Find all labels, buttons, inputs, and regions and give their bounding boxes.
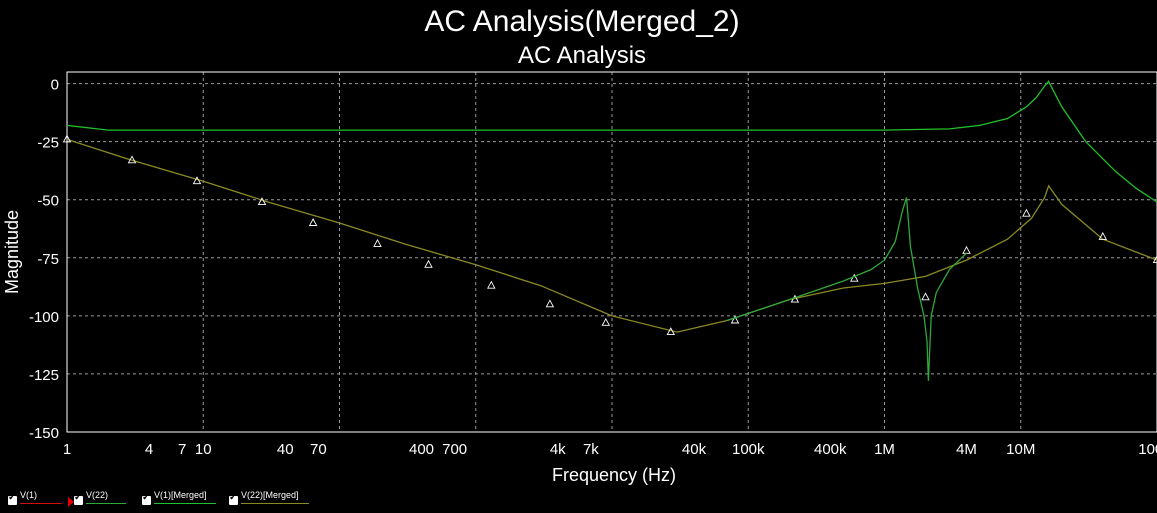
series-marker-point xyxy=(730,315,740,324)
y-tick-label: -125 xyxy=(29,367,59,384)
x-tick-label: 1M xyxy=(874,441,895,458)
x-axis-ticks: 1 4 7 10 40 70 400 700 4k 7k 40k 100k 400k 1M 4M 10M 100… xyxy=(63,441,1157,458)
legend-label-v22: V(22) xyxy=(86,490,109,500)
cursor-marker-icon xyxy=(68,497,74,507)
series-marker-point xyxy=(257,197,267,206)
x-tick-label: 4 xyxy=(145,441,153,458)
legend-swatch-v22 xyxy=(86,503,126,504)
legend-label-v1-merged: V(1)[Merged] xyxy=(154,490,207,500)
x-tick-label: 400 xyxy=(409,441,434,458)
legend-checkbox-v1[interactable] xyxy=(8,492,17,505)
series-marker-point xyxy=(962,245,971,254)
y-axis-ticks: 0 -25 -50 -75 -100 -125 -150 xyxy=(29,77,59,442)
series-marker-point xyxy=(424,259,433,268)
series-marker-point xyxy=(921,292,930,301)
legend-checkbox-v22[interactable] xyxy=(74,492,83,505)
series-line xyxy=(66,80,1157,203)
chart-title: AC Analysis(Merged_2) xyxy=(424,5,739,38)
x-tick-label: 100M xyxy=(1138,441,1157,458)
x-tick-label: 4M xyxy=(956,441,977,458)
x-tick-label: 40k xyxy=(682,441,707,458)
legend: V(1) V(22) V(1)[Merged] V(22)[Merged] xyxy=(0,487,1157,513)
x-tick-label: 10M xyxy=(1006,441,1035,458)
series-marker-point xyxy=(545,299,555,308)
y-tick-label: -75 xyxy=(37,251,59,268)
legend-swatch-v1-merged xyxy=(154,503,216,504)
series-marker-point xyxy=(127,155,137,164)
y-tick-label: -50 xyxy=(37,193,59,210)
series-marker-point xyxy=(62,134,72,143)
x-tick-label: 10 xyxy=(195,441,212,458)
series-line xyxy=(726,197,967,381)
legend-swatch-v1 xyxy=(20,503,62,504)
legend-label-v22-merged: V(22)[Merged] xyxy=(241,490,299,500)
plot-frame xyxy=(66,71,1157,433)
series-marker-point xyxy=(308,218,318,226)
chart-subtitle: AC Analysis xyxy=(518,42,646,69)
x-tick-label: 1 xyxy=(63,441,71,458)
series-marker-point xyxy=(601,317,611,326)
x-tick-label: 4k xyxy=(550,441,566,458)
y-axis-label: Magnitude xyxy=(2,210,22,294)
series-marker-point xyxy=(850,273,859,282)
legend-label-v1: V(1) xyxy=(20,490,38,500)
x-tick-label: 40 xyxy=(277,441,294,458)
series-marker-point xyxy=(1022,208,1031,217)
x-tick-label: 700 xyxy=(442,441,467,458)
series-marker-point xyxy=(192,176,202,185)
x-tick-label: 100k xyxy=(732,441,765,458)
series-marker-point xyxy=(1098,231,1108,240)
series-marker-point xyxy=(666,327,676,336)
legend-checkbox-v22-merged[interactable] xyxy=(229,492,238,505)
series-marker-point xyxy=(1152,255,1157,264)
series-marker-point xyxy=(487,280,496,289)
x-tick-label: 70 xyxy=(310,441,327,458)
x-axis-label: Frequency (Hz) xyxy=(552,465,676,485)
series-marker-point xyxy=(373,238,382,247)
x-tick-label: 400k xyxy=(814,441,847,458)
grid-lines xyxy=(66,72,1157,433)
y-tick-label: -150 xyxy=(29,425,59,442)
x-tick-label: 7 xyxy=(178,441,186,458)
y-tick-label: -25 xyxy=(37,135,59,152)
x-tick-label: 7k xyxy=(583,441,599,458)
y-tick-label: -100 xyxy=(29,309,59,326)
series-layer xyxy=(62,80,1157,381)
legend-swatch-v22-merged xyxy=(241,503,309,504)
y-tick-label: 0 xyxy=(51,77,59,94)
legend-checkbox-v1-merged[interactable] xyxy=(142,492,151,505)
